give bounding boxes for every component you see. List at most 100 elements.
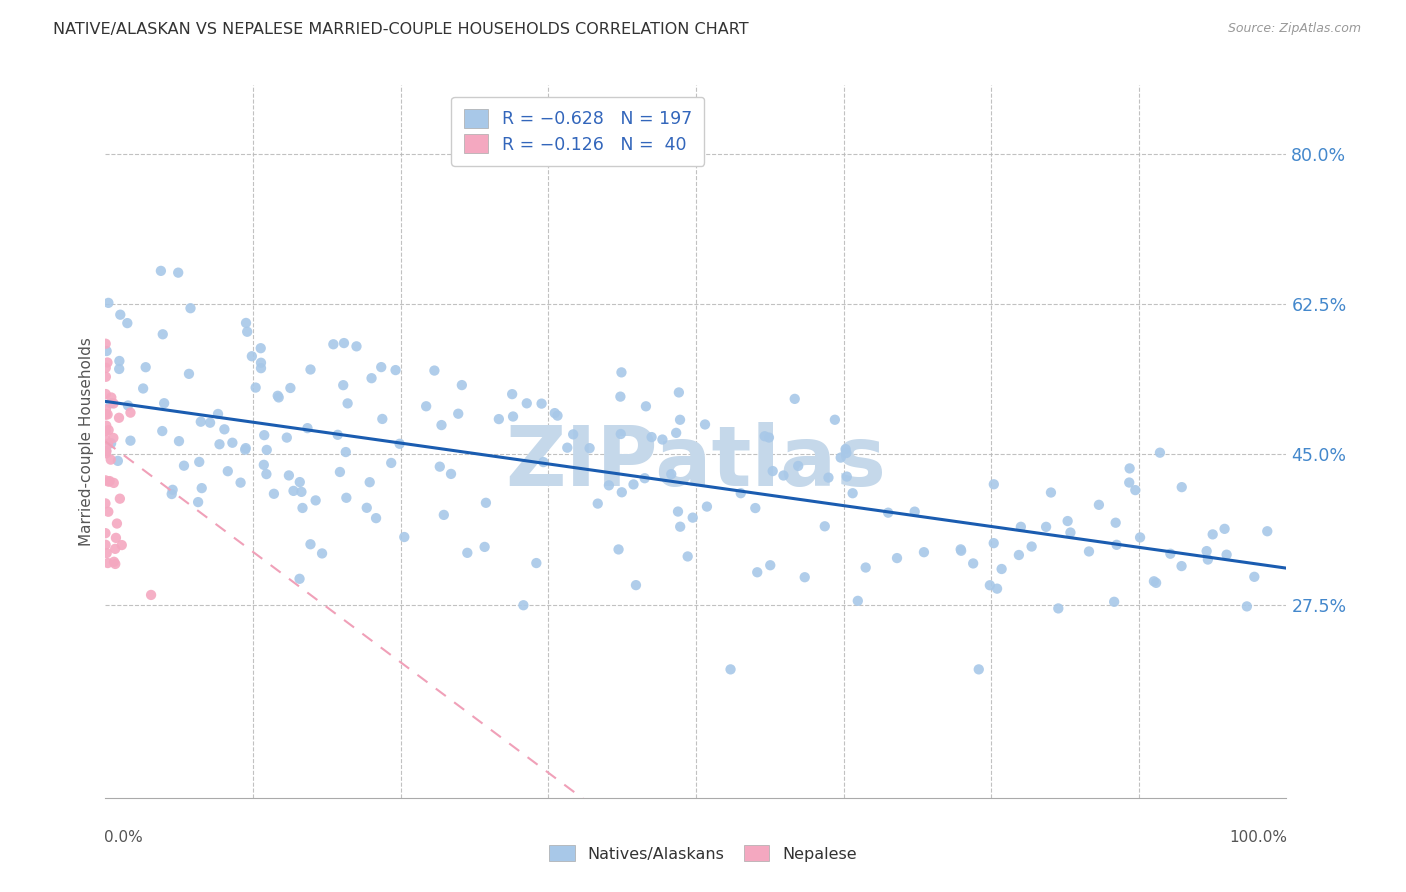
Point — [516, 396, 538, 410]
Point — [120, 406, 142, 420]
Point — [335, 445, 357, 459]
Point — [429, 459, 451, 474]
Point — [94, 387, 117, 401]
Point — [132, 382, 155, 396]
Point — [103, 555, 125, 569]
Point — [1243, 570, 1265, 584]
Point — [254, 467, 277, 482]
Point — [94, 446, 117, 460]
Point — [139, 588, 162, 602]
Point — [250, 356, 273, 370]
Point — [1118, 475, 1140, 490]
Point — [610, 485, 633, 500]
Point — [108, 410, 131, 425]
Point — [607, 542, 630, 557]
Point — [253, 428, 276, 442]
Point — [364, 511, 387, 525]
Point — [1059, 525, 1081, 540]
Point — [96, 355, 118, 369]
Point — [950, 543, 973, 558]
Point — [188, 455, 211, 469]
Point — [1171, 480, 1194, 494]
Point — [135, 360, 157, 375]
Point — [100, 452, 122, 467]
Point — [103, 475, 125, 490]
Point — [433, 508, 456, 522]
Point — [96, 418, 118, 433]
Point — [669, 519, 692, 533]
Point — [475, 496, 498, 510]
Point — [512, 599, 534, 613]
Point — [1143, 574, 1166, 589]
Point — [290, 484, 312, 499]
Point — [235, 441, 257, 455]
Point — [108, 354, 131, 368]
Point — [267, 391, 290, 405]
Point — [682, 510, 704, 524]
Point — [904, 505, 927, 519]
Point — [912, 545, 935, 559]
Point — [1008, 548, 1031, 562]
Point — [96, 546, 118, 560]
Point — [817, 470, 839, 484]
Point — [659, 467, 682, 482]
Point — [94, 360, 117, 375]
Point — [720, 662, 742, 676]
Point — [299, 362, 322, 376]
Point — [609, 390, 631, 404]
Point — [1118, 461, 1140, 475]
Point — [236, 325, 259, 339]
Point — [97, 436, 120, 450]
Point — [793, 570, 815, 584]
Point — [94, 424, 117, 438]
Point — [668, 385, 690, 400]
Legend: R = −0.628   N = 197, R = −0.126   N =  40: R = −0.628 N = 197, R = −0.126 N = 40 — [451, 97, 704, 166]
Point — [333, 336, 356, 351]
Point — [676, 549, 699, 564]
Point — [359, 475, 381, 490]
Point — [474, 540, 496, 554]
Point — [651, 433, 673, 447]
Point — [855, 560, 877, 574]
Point — [696, 500, 718, 514]
Point — [1170, 559, 1192, 574]
Point — [190, 415, 212, 429]
Point — [1159, 547, 1181, 561]
Point — [1197, 552, 1219, 566]
Point — [360, 371, 382, 385]
Point — [311, 546, 333, 560]
Point — [1123, 483, 1146, 497]
Point — [1129, 530, 1152, 544]
Text: Source: ZipAtlas.com: Source: ZipAtlas.com — [1227, 22, 1361, 36]
Point — [430, 418, 453, 433]
Point — [983, 536, 1005, 550]
Point — [117, 316, 139, 330]
Point — [1078, 544, 1101, 558]
Point — [1149, 445, 1171, 459]
Point — [1202, 527, 1225, 541]
Point — [207, 407, 229, 421]
Point — [949, 542, 972, 557]
Point — [388, 437, 411, 451]
Point — [94, 408, 117, 422]
Point — [1256, 524, 1278, 539]
Point — [623, 477, 645, 491]
Point — [450, 378, 472, 392]
Text: 0.0%: 0.0% — [104, 830, 143, 846]
Point — [1047, 601, 1070, 615]
Point — [758, 431, 780, 445]
Point — [162, 483, 184, 497]
Point — [456, 546, 478, 560]
Point — [94, 538, 117, 552]
Point — [103, 431, 125, 445]
Text: NATIVE/ALASKAN VS NEPALESE MARRIED-COUPLE HOUSEHOLDS CORRELATION CHART: NATIVE/ALASKAN VS NEPALESE MARRIED-COUPL… — [53, 22, 749, 37]
Point — [111, 538, 134, 552]
Point — [886, 551, 908, 566]
Point — [288, 572, 311, 586]
Point — [1102, 595, 1125, 609]
Point — [747, 566, 769, 580]
Point — [94, 369, 117, 384]
Point — [304, 493, 326, 508]
Point — [235, 316, 257, 330]
Point — [233, 442, 256, 457]
